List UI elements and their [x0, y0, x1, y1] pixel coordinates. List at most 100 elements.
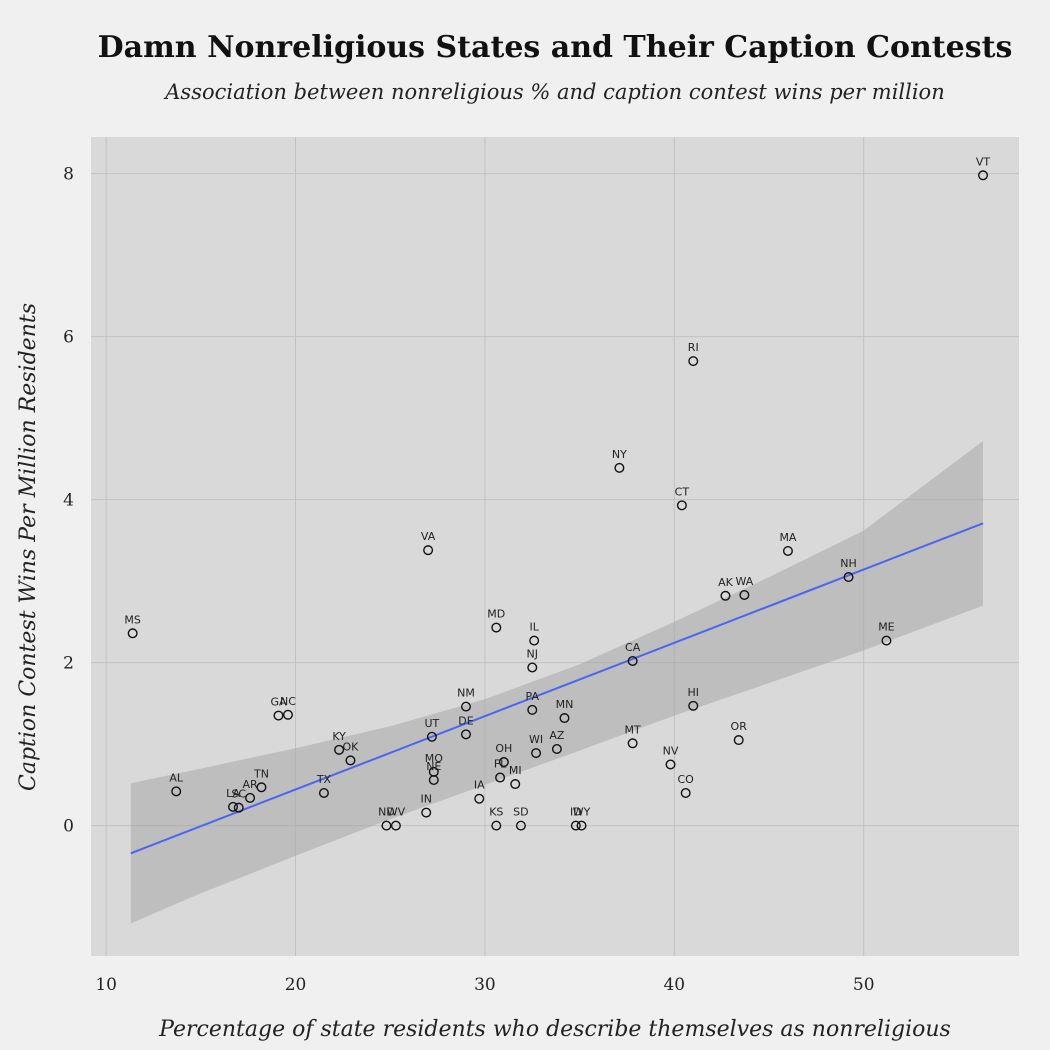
data-point-oh: OH — [495, 742, 512, 768]
point-label: CO — [678, 773, 695, 786]
point-marker — [491, 622, 502, 633]
point-label: DE — [458, 714, 473, 727]
point-label: IA — [474, 779, 485, 792]
point-marker — [318, 788, 329, 799]
point-label: IL — [529, 621, 539, 634]
point-label: OR — [731, 720, 748, 733]
data-point-de: DE — [458, 714, 474, 740]
point-label: NJ — [527, 648, 538, 661]
point-marker — [843, 572, 854, 583]
point-marker — [551, 744, 562, 755]
y-tick-label: 0 — [63, 817, 74, 837]
point-label: MS — [124, 613, 140, 626]
point-label: AL — [169, 771, 184, 784]
y-tick-label: 2 — [63, 654, 74, 674]
data-point-ks: KS — [489, 806, 503, 831]
point-marker — [614, 462, 625, 473]
y-tick-label: 6 — [63, 328, 74, 348]
point-label: KS — [489, 806, 503, 819]
point-label: AZ — [549, 729, 565, 742]
data-point-vt: VT — [976, 155, 991, 181]
point-label: TN — [253, 767, 269, 780]
data-point-nj: NJ — [527, 648, 538, 673]
point-label: NM — [457, 687, 475, 700]
point-marker — [491, 820, 502, 831]
data-point-ne: NE — [426, 760, 441, 785]
point-label: FL — [494, 758, 507, 771]
point-marker — [559, 713, 570, 724]
point-label: ID — [570, 806, 582, 819]
data-point-pa: PA — [526, 690, 540, 715]
data-point-ri: RI — [688, 341, 699, 367]
x-tick-label: 20 — [285, 975, 307, 995]
point-marker — [256, 782, 267, 793]
point-label: AR — [242, 778, 258, 791]
data-point-nd: ND — [378, 806, 395, 831]
point-marker — [527, 662, 538, 673]
data-point-ny: NY — [612, 448, 627, 473]
point-marker — [228, 801, 239, 812]
data-point-az: AZ — [549, 729, 565, 755]
point-marker — [273, 710, 284, 721]
data-point-nv: NV — [663, 744, 679, 770]
point-marker — [576, 820, 587, 831]
trend-line — [130, 522, 984, 855]
point-label: VT — [976, 155, 991, 168]
point-marker — [529, 635, 540, 646]
point-label: NC — [280, 695, 296, 708]
point-marker — [680, 788, 691, 799]
point-marker — [688, 700, 699, 711]
point-marker — [474, 793, 485, 804]
point-label: MT — [625, 723, 641, 736]
point-marker — [688, 356, 699, 367]
x-tick-label: 10 — [95, 975, 117, 995]
point-label: WI — [529, 733, 543, 746]
data-point-id: ID — [570, 806, 582, 831]
point-label: LA — [226, 787, 240, 800]
data-point-tn: TN — [253, 767, 269, 793]
point-marker — [282, 709, 293, 720]
point-marker — [423, 545, 434, 556]
point-marker — [881, 635, 892, 646]
chart-title: Damn Nonreligious States and Their Capti… — [97, 30, 1013, 65]
data-point-ar: AR — [242, 778, 258, 803]
point-marker — [782, 545, 793, 556]
point-label: PA — [526, 690, 540, 703]
point-label: OK — [343, 740, 360, 753]
data-point-fl: FL — [494, 758, 507, 783]
point-marker — [739, 589, 750, 600]
x-tick-label: 30 — [474, 975, 496, 995]
data-point-ga: GA — [270, 696, 287, 721]
data-point-la: LA — [226, 787, 240, 812]
point-label: ND — [378, 806, 395, 819]
data-point-ia: IA — [474, 779, 485, 804]
point-marker — [978, 170, 989, 181]
data-point-mn: MN — [556, 698, 573, 724]
point-label: MD — [487, 608, 505, 621]
point-label: OH — [495, 742, 512, 755]
point-label: UT — [425, 717, 440, 730]
data-point-wi: WI — [529, 733, 543, 759]
point-marker — [627, 655, 638, 666]
point-marker — [531, 748, 542, 759]
point-label: NV — [663, 744, 679, 757]
point-marker — [171, 786, 182, 797]
point-marker — [627, 738, 638, 749]
point-marker — [334, 744, 345, 755]
point-marker — [733, 735, 744, 746]
point-label: ME — [878, 621, 894, 634]
data-point-al: AL — [169, 771, 184, 797]
data-point-wy: WY — [573, 806, 591, 831]
x-axis-label: Percentage of state residents who descri… — [158, 1017, 951, 1042]
y-tick-label: 8 — [63, 165, 74, 185]
data-point-va: VA — [421, 530, 436, 556]
point-label: VA — [421, 530, 436, 543]
data-point-co: CO — [678, 773, 695, 799]
data-point-ut: UT — [425, 717, 440, 742]
point-marker — [127, 628, 138, 639]
point-label: MI — [509, 764, 522, 777]
point-marker — [676, 500, 687, 511]
point-label: GA — [270, 696, 287, 709]
point-label: WA — [735, 575, 753, 588]
